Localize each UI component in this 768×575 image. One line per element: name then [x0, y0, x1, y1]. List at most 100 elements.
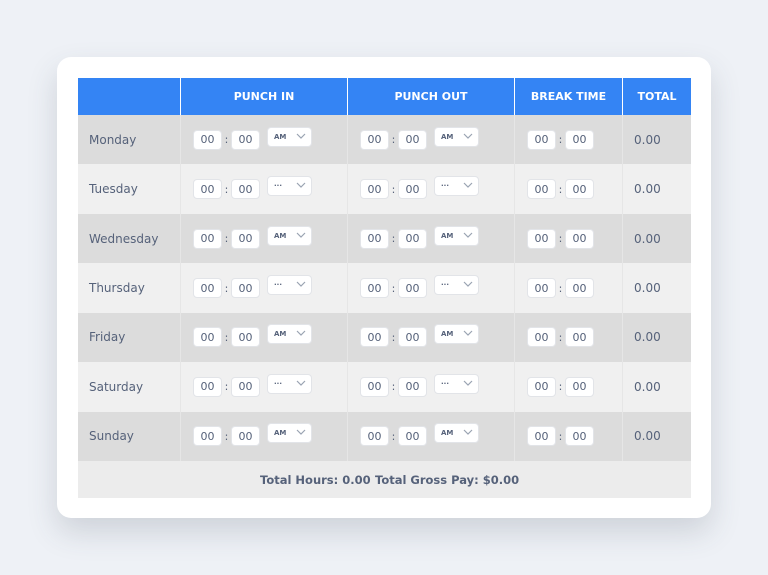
time-separator: : [391, 429, 396, 443]
period-select[interactable]: ··· [434, 373, 479, 394]
time-separator: : [391, 133, 396, 147]
minute-input[interactable]: 00 [565, 129, 594, 150]
minute-input[interactable]: 00 [398, 179, 427, 200]
total-value: 0.00 [634, 429, 661, 444]
column-divider [180, 164, 181, 215]
minute-input[interactable]: 00 [231, 376, 260, 397]
chevron-icon [296, 232, 306, 238]
hour-input[interactable]: 00 [527, 376, 556, 397]
column-divider [347, 115, 348, 165]
time-separator: : [391, 281, 396, 295]
column-divider [180, 312, 181, 363]
period-select[interactable]: AM [434, 423, 479, 444]
minute-input[interactable]: 00 [398, 376, 427, 397]
minute-input[interactable]: 00 [398, 327, 427, 348]
day-label: Friday [89, 330, 126, 345]
hour-input[interactable]: 00 [193, 278, 222, 298]
hour-input[interactable]: 00 [193, 129, 222, 150]
time-separator: : [558, 182, 563, 196]
period-text: AM [274, 132, 287, 141]
minute-input[interactable]: 00 [398, 278, 427, 298]
hour-input[interactable]: 00 [360, 426, 389, 447]
column-divider [622, 362, 623, 413]
hour-input[interactable]: 00 [360, 327, 389, 348]
hour-input[interactable]: 00 [527, 129, 556, 150]
hour-input[interactable]: 00 [360, 228, 389, 249]
time-separator: : [224, 133, 229, 147]
period-select[interactable]: ··· [434, 176, 479, 197]
column-header: PUNCH IN [180, 78, 347, 115]
minute-input[interactable]: 00 [231, 278, 260, 298]
period-select[interactable]: AM [434, 225, 479, 246]
minute-input[interactable]: 00 [565, 327, 594, 348]
period-select[interactable]: AM [434, 324, 479, 345]
column-divider [622, 411, 623, 462]
minute-input[interactable]: 00 [398, 129, 427, 150]
hour-input[interactable]: 00 [360, 278, 389, 298]
minute-input[interactable]: 00 [231, 228, 260, 249]
chevron-icon [463, 182, 473, 188]
column-header: PUNCH OUT [347, 78, 514, 115]
hour-input[interactable]: 00 [193, 426, 222, 447]
time-separator: : [224, 182, 229, 196]
period-text: ··· [441, 182, 449, 191]
column-divider [622, 115, 623, 165]
period-text: ··· [274, 281, 282, 289]
period-select[interactable]: AM [267, 324, 312, 345]
hour-input[interactable]: 00 [360, 129, 389, 150]
time-separator: : [391, 182, 396, 196]
period-select[interactable]: AM [434, 126, 479, 147]
hour-input[interactable]: 00 [527, 228, 556, 249]
hour-input[interactable]: 00 [193, 376, 222, 397]
minute-input[interactable]: 00 [565, 179, 594, 200]
column-divider [514, 411, 515, 462]
day-label: Monday [89, 132, 137, 147]
column-divider [514, 213, 515, 264]
column-divider [347, 213, 348, 264]
period-select[interactable]: AM [267, 423, 312, 444]
hour-input[interactable]: 00 [193, 179, 222, 200]
minute-input[interactable]: 00 [231, 129, 260, 150]
minute-input[interactable]: 00 [565, 278, 594, 298]
minute-input[interactable]: 00 [231, 179, 260, 200]
period-text: AM [441, 231, 454, 240]
minute-input[interactable]: 00 [231, 426, 260, 447]
period-select[interactable]: ··· [267, 275, 312, 295]
time-separator: : [558, 281, 563, 295]
period-select[interactable]: AM [267, 126, 312, 147]
hour-input[interactable]: 00 [527, 327, 556, 348]
period-text: ··· [441, 281, 449, 289]
hour-input[interactable]: 00 [360, 179, 389, 200]
period-select[interactable]: ··· [267, 373, 312, 394]
period-text: AM [274, 429, 287, 438]
period-select[interactable]: ··· [434, 275, 479, 295]
period-select[interactable]: ··· [267, 176, 312, 197]
minute-input[interactable]: 00 [398, 228, 427, 249]
minute-input[interactable]: 00 [231, 327, 260, 348]
hour-input[interactable]: 00 [527, 278, 556, 298]
hour-input[interactable]: 00 [360, 376, 389, 397]
minute-input[interactable]: 00 [398, 426, 427, 447]
column-divider [347, 362, 348, 413]
hour-input[interactable]: 00 [527, 179, 556, 200]
column-divider [347, 411, 348, 462]
column-divider [180, 263, 181, 314]
timesheet-table: PUNCH IN PUNCH OUT BREAK TIME TOTAL Monday 00… [78, 78, 691, 498]
minute-input[interactable]: 00 [565, 376, 594, 397]
total-value: 0.00 [634, 132, 661, 147]
hour-input[interactable]: 00 [193, 327, 222, 348]
period-text: AM [441, 132, 454, 141]
hour-input[interactable]: 00 [527, 426, 556, 447]
hour-input[interactable]: 00 [193, 228, 222, 249]
minute-input[interactable]: 00 [565, 426, 594, 447]
column-divider [180, 362, 181, 413]
period-select[interactable]: AM [267, 225, 312, 246]
total-gross-pay: Total Gross Pay: $0.00 [375, 473, 520, 487]
day-label: Tuesday [89, 182, 138, 197]
column-divider [347, 312, 348, 363]
minute-input[interactable]: 00 [565, 228, 594, 249]
column-divider [180, 115, 181, 165]
column-header: BREAK TIME [514, 78, 622, 115]
day-label: Saturday [89, 379, 144, 394]
